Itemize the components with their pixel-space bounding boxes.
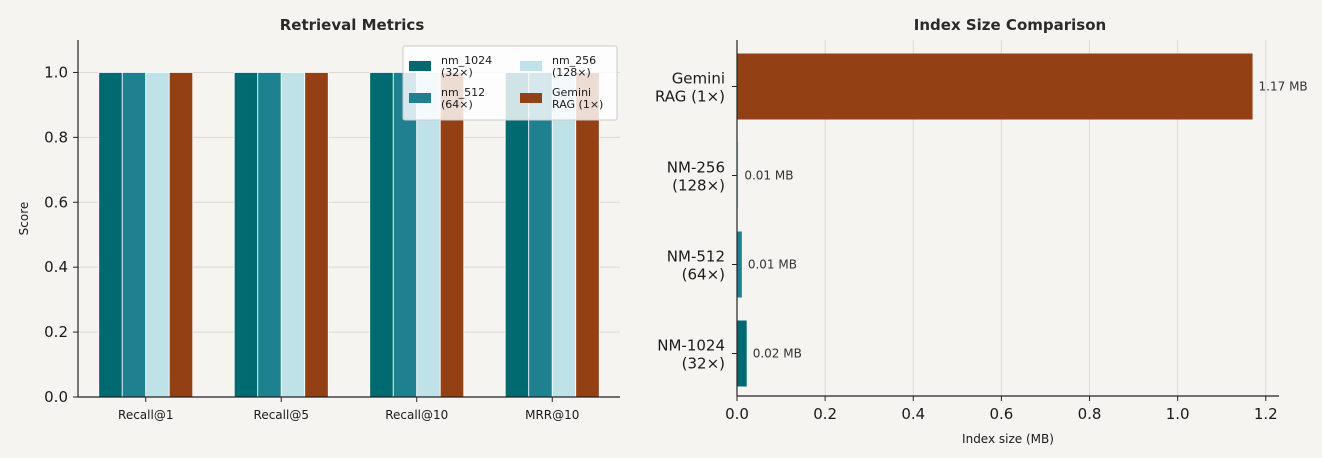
y-tick-label: NM-512 (64×) [667, 248, 725, 284]
retrieval-metrics-chart: Retrieval Metrics 0.0 0.2 0.4 0.6 0.8 1.0 Recal… [17, 16, 620, 422]
y-tick-label: 0.2 [44, 323, 68, 341]
x-tick-label: Recall@1 [118, 408, 173, 422]
bar [737, 142, 739, 209]
bar [504, 72, 530, 398]
x-tick-label: Recall@10 [385, 408, 448, 422]
y-axis-label: Score [17, 202, 31, 236]
bar [280, 72, 306, 398]
x-axis-label: Index size (MB) [962, 432, 1054, 446]
legend-swatch [520, 61, 542, 71]
legend-box [402, 45, 618, 121]
legend-label: Gemini RAG (1×) [552, 86, 603, 111]
legend-label: nm_512 (64×) [441, 86, 485, 111]
y-tick-label: 0.0 [44, 388, 68, 406]
index-size-chart: Index Size Comparison 0.0 0.2 0.4 0.6 0.8 1.0 1… [655, 16, 1308, 446]
legend-label: nm_1024 (32×) [441, 54, 492, 79]
legend-label: nm_256 (128×) [552, 54, 596, 79]
bar [304, 72, 329, 398]
legend-swatch [409, 93, 431, 103]
y-tick-label: 1.0 [44, 63, 68, 81]
bar-value-label: 0.01 MB [748, 258, 797, 272]
x-tick-label: 0.6 [989, 405, 1013, 423]
x-tick-label: 1.2 [1254, 405, 1278, 423]
y-tick-label: NM-1024 (32×) [657, 337, 725, 373]
bar [369, 72, 394, 398]
bar [551, 72, 577, 398]
y-tick-label: Gemini RAG (1×) [655, 70, 725, 106]
bar-value-label: 1.17 MB [1259, 80, 1308, 94]
x-tick-label: 1.0 [1166, 405, 1190, 423]
bar [575, 72, 600, 398]
bar-value-label: 0.01 MB [744, 169, 793, 183]
legend-item: Gemini RAG (1×) [520, 86, 603, 111]
x-tick-label: 0.8 [1078, 405, 1102, 423]
bar [737, 320, 747, 387]
y-tick-label: 0.4 [44, 258, 68, 276]
bar [528, 72, 553, 398]
bar [439, 72, 465, 398]
legend-swatch [520, 93, 542, 103]
bar [392, 72, 418, 398]
x-tick-label: 0.2 [813, 405, 837, 423]
legend-item: nm_256 (128×) [520, 54, 596, 79]
bar [257, 72, 282, 398]
x-tick-label: 0.4 [901, 405, 925, 423]
bar [737, 53, 1253, 120]
legend-swatch [409, 61, 431, 71]
bar-value-label: 0.02 MB [753, 347, 802, 361]
bar [416, 72, 441, 398]
y-tick-label: NM-256 (128×) [667, 159, 725, 195]
y-tick-label: 0.8 [44, 128, 68, 146]
y-tick-label: 0.6 [44, 193, 68, 211]
x-tick-label: 0.0 [725, 405, 749, 423]
bar [121, 72, 147, 398]
bar [168, 72, 194, 398]
x-tick-label: MRR@10 [525, 408, 579, 422]
legend: nm_1024 (32×) nm_256 (128×) nm_512 (64×) Gemin… [402, 45, 618, 121]
chart-title: Index Size Comparison [914, 16, 1106, 34]
bar [98, 72, 123, 398]
chart-title: Retrieval Metrics [280, 16, 425, 34]
bar [145, 72, 170, 398]
bar [233, 72, 259, 398]
x-tick-label: Recall@5 [254, 408, 309, 422]
legend-item: nm_512 (64×) [409, 86, 485, 111]
bar [737, 231, 742, 298]
legend-item: nm_1024 (32×) [409, 54, 492, 79]
